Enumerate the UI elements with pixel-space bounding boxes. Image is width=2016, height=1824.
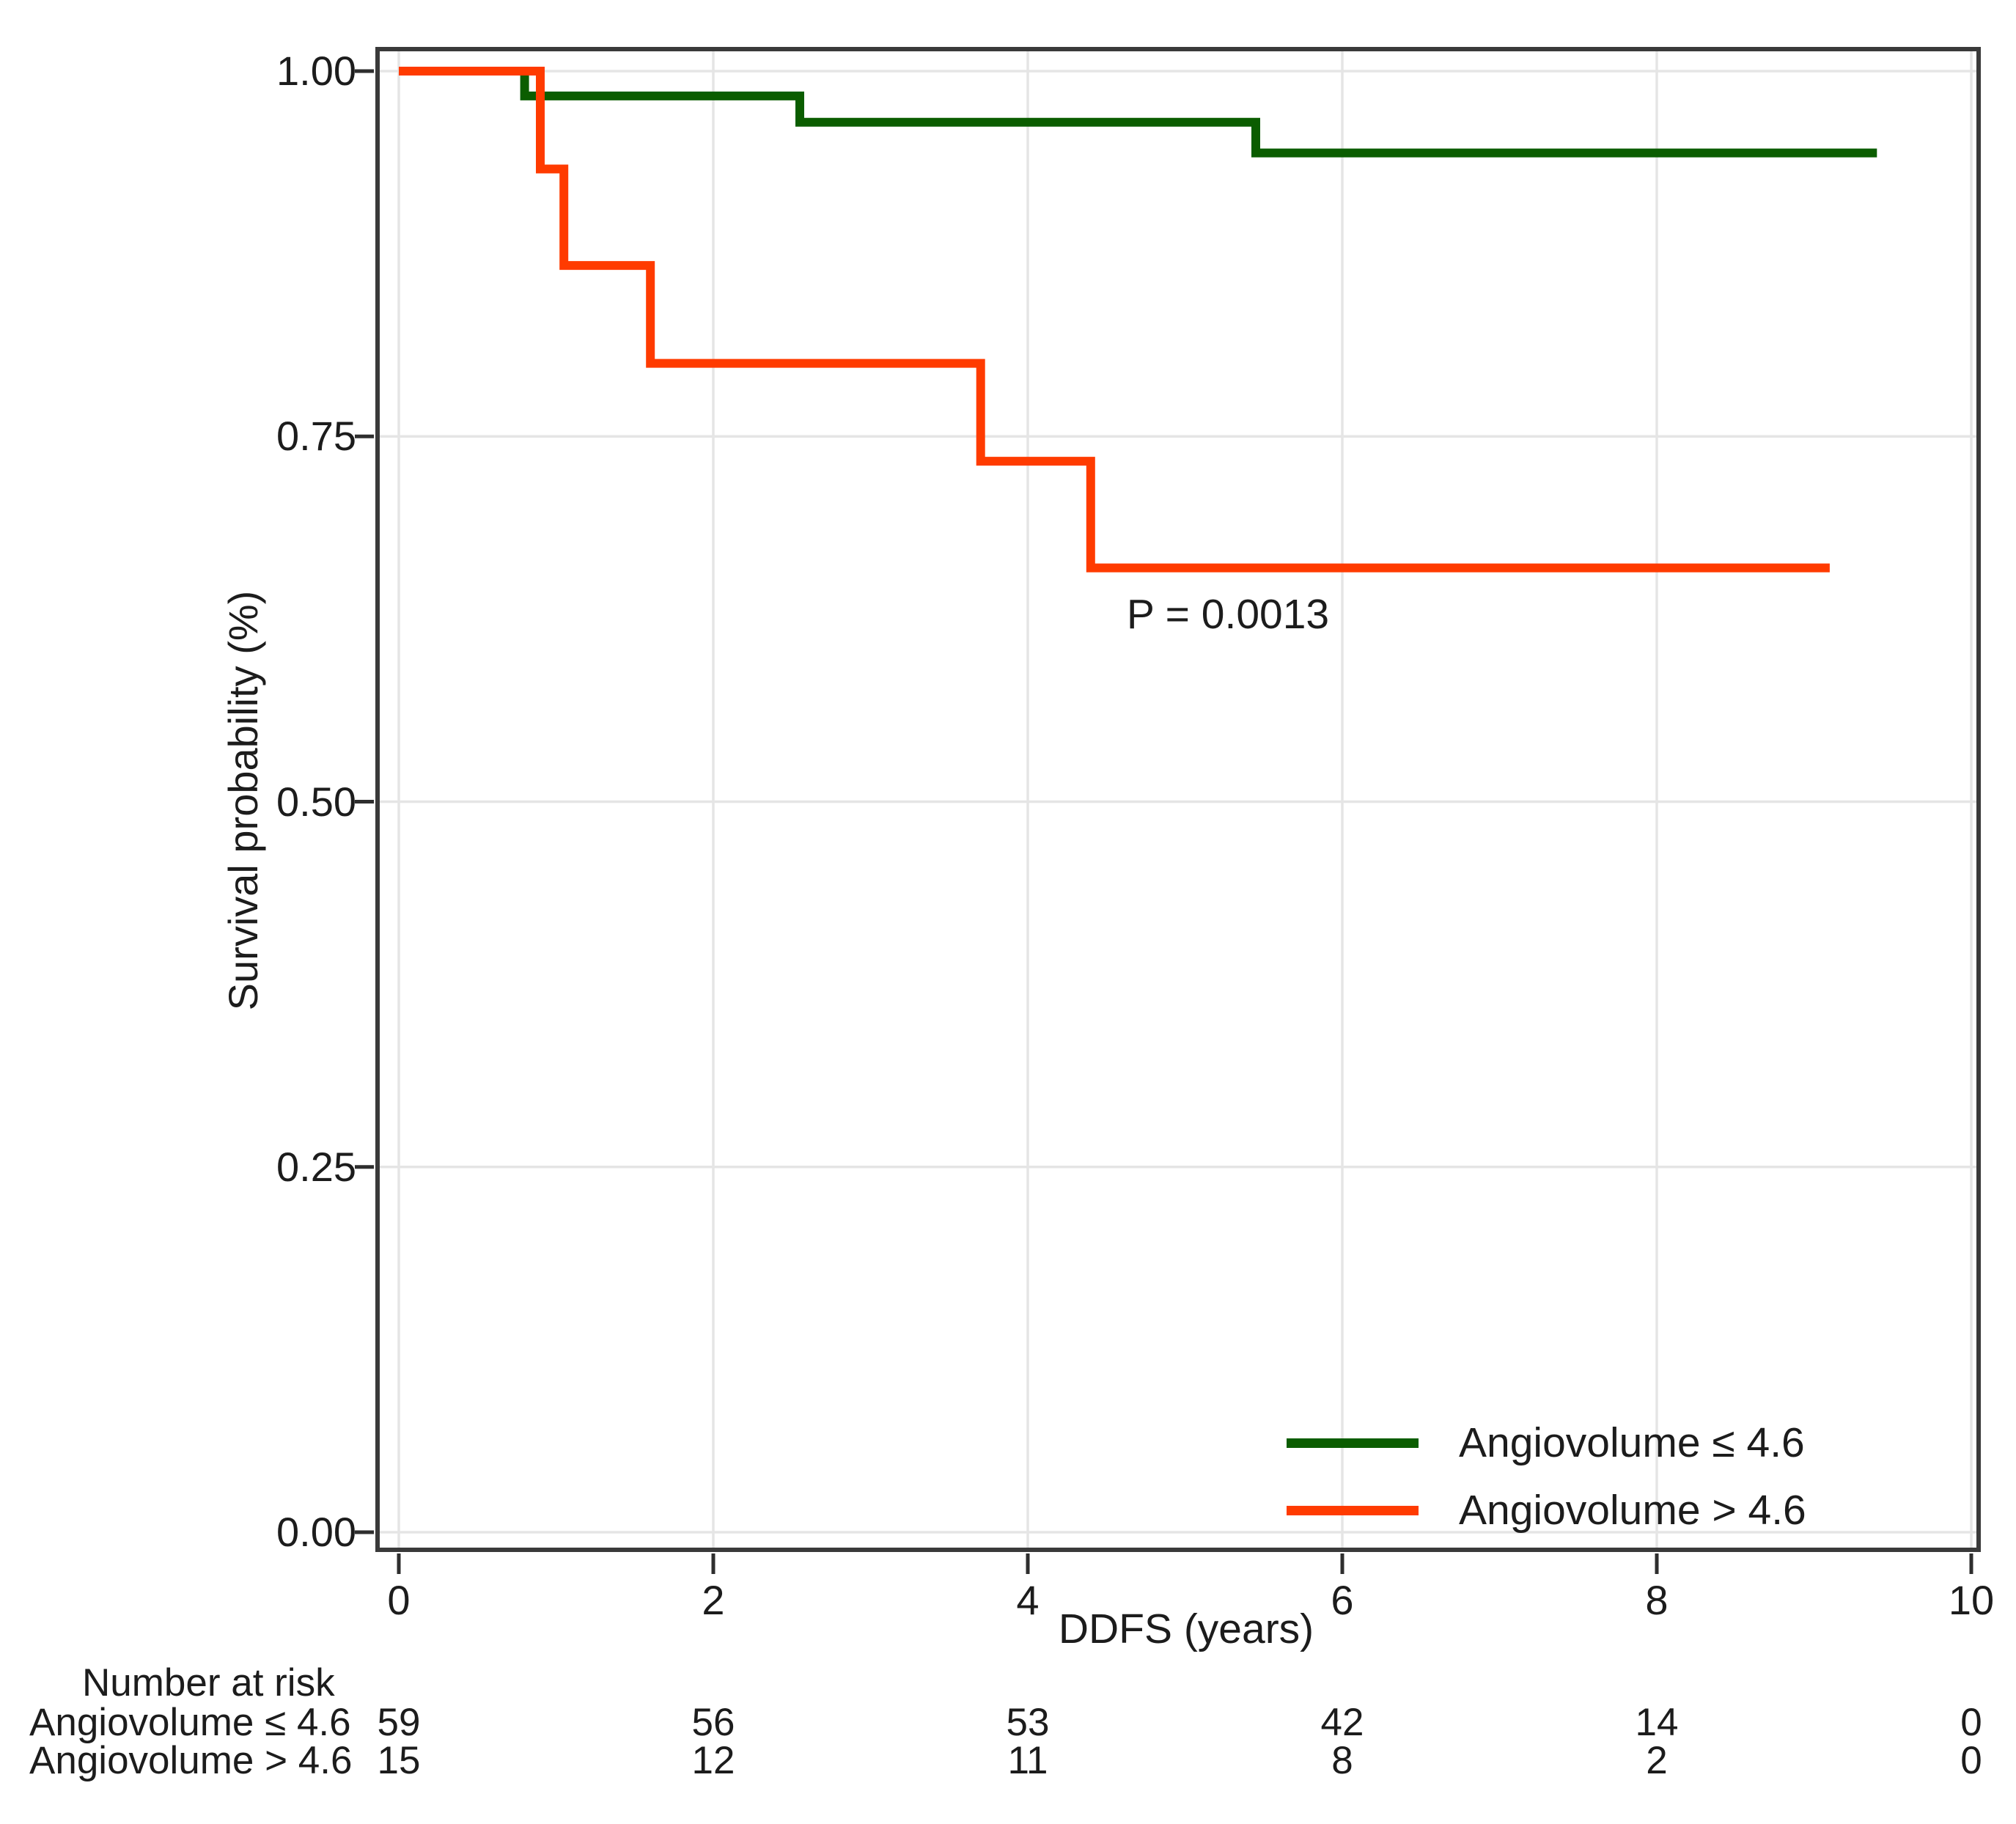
x-tick-label: 10 bbox=[1948, 1577, 1995, 1623]
risk-count: 8 bbox=[1331, 1739, 1353, 1782]
risk-count: 42 bbox=[1320, 1701, 1364, 1744]
risk-row-label-angiovolume-low: Angiovolume ≤ 4.6 bbox=[29, 1701, 351, 1744]
green-line-swatch bbox=[1287, 1438, 1419, 1448]
x-tick-label: 4 bbox=[1016, 1577, 1040, 1623]
y-tick-label: 1.00 bbox=[276, 48, 356, 94]
risk-count: 11 bbox=[1007, 1739, 1048, 1782]
legend-label-angiovolume-low: Angiovolume ≤ 4.6 bbox=[1459, 1419, 1805, 1466]
x-tick-label: 6 bbox=[1331, 1577, 1354, 1623]
risk-count: 56 bbox=[691, 1701, 735, 1744]
x-axis-title: DDFS (years) bbox=[1058, 1606, 1314, 1652]
risk-count: 53 bbox=[1006, 1701, 1050, 1744]
risk-count: 14 bbox=[1635, 1701, 1679, 1744]
survival-curve-angiovolume-high bbox=[399, 67, 1830, 573]
x-tick-label: 8 bbox=[1645, 1577, 1669, 1623]
plot-frame bbox=[375, 47, 1981, 1552]
legend-item-angiovolume-low: Angiovolume ≤ 4.6 bbox=[1287, 1416, 1805, 1469]
risk-count: 12 bbox=[691, 1739, 735, 1782]
y-tick-label: 0.75 bbox=[276, 413, 356, 460]
risk-count: 0 bbox=[1960, 1739, 1982, 1782]
p-value-annotation: P = 0.0013 bbox=[1126, 591, 1330, 638]
red-line-swatch bbox=[1287, 1505, 1419, 1515]
plot-background bbox=[375, 47, 1981, 1552]
x-tick-label: 0 bbox=[387, 1577, 411, 1623]
y-tick-label: 0.00 bbox=[276, 1509, 356, 1555]
legend-item-angiovolume-high: Angiovolume > 4.6 bbox=[1287, 1484, 1806, 1537]
risk-count: 0 bbox=[1960, 1701, 1982, 1744]
y-tick-label: 0.25 bbox=[276, 1143, 356, 1190]
y-tick-label: 0.50 bbox=[276, 778, 356, 825]
risk-table-header: Number at risk bbox=[82, 1661, 335, 1705]
risk-count: 59 bbox=[377, 1701, 421, 1744]
risk-count: 15 bbox=[377, 1739, 421, 1782]
x-tick-label: 2 bbox=[702, 1577, 725, 1623]
risk-row-label-angiovolume-high: Angiovolume > 4.6 bbox=[29, 1739, 353, 1782]
legend-label-angiovolume-high: Angiovolume > 4.6 bbox=[1459, 1487, 1806, 1534]
risk-count: 2 bbox=[1646, 1739, 1668, 1782]
